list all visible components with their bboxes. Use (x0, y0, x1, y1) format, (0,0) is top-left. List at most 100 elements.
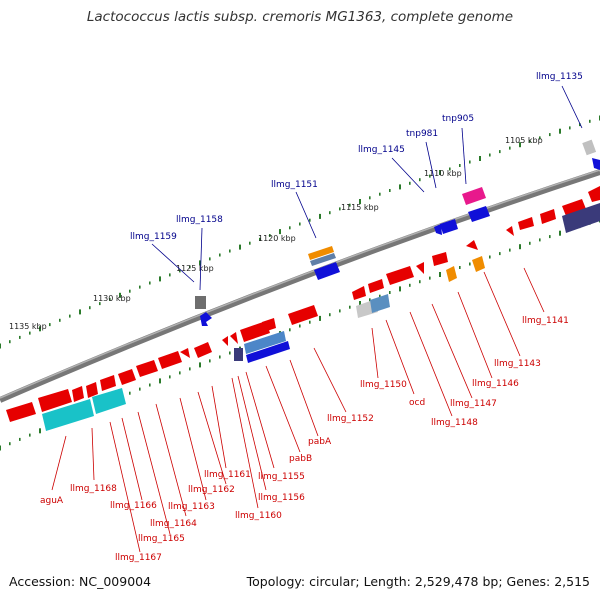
label-llmg_1161[interactable]: llmg_1161 (204, 470, 251, 480)
gene-steel-block[interactable] (370, 294, 390, 313)
tick-mark (519, 142, 521, 148)
label-llmg_1152[interactable]: llmg_1152 (327, 414, 374, 424)
label-llmg_1168[interactable]: llmg_1168 (70, 484, 117, 494)
tick-mark (39, 326, 41, 332)
gene-reverse-arrow[interactable] (562, 199, 586, 216)
label-ocd[interactable]: ocd (409, 398, 425, 408)
gene-llmg_1152[interactable] (288, 305, 318, 325)
tick-mark (0, 343, 1, 349)
gene-llmg_1167[interactable] (86, 382, 98, 398)
tick-mark (309, 218, 311, 222)
tick-mark (579, 123, 581, 127)
label-llmg_1147[interactable]: llmg_1147 (450, 399, 497, 409)
gene-llmg_1135[interactable] (582, 139, 597, 156)
tick-mark (359, 301, 361, 306)
gene-reverse-arrow[interactable] (588, 186, 600, 202)
callout-line (197, 391, 227, 485)
gene-reverse-arrow[interactable] (540, 209, 556, 224)
gene-aguA[interactable] (6, 402, 36, 422)
gene-llmg_1156[interactable] (222, 336, 228, 346)
label-llmg_1163[interactable]: llmg_1163 (168, 502, 215, 512)
callout-line (483, 271, 521, 357)
gene-llmg_1164[interactable] (136, 360, 158, 377)
callout-line (211, 385, 227, 469)
label-aguA[interactable]: aguA (40, 496, 64, 506)
label-pabB[interactable]: pabB (289, 454, 312, 464)
label-llmg_1156[interactable]: llmg_1156 (258, 493, 305, 503)
label-tnp981[interactable]: tnp981 (406, 129, 438, 139)
label-llmg_1146[interactable]: llmg_1146 (472, 379, 519, 389)
label-llmg_1143[interactable]: llmg_1143 (494, 359, 541, 369)
label-llmg_1148[interactable]: llmg_1148 (431, 418, 478, 428)
kbp-label: 1105 kbp (505, 136, 543, 145)
tick-mark (0, 445, 1, 451)
gene-blue-pair[interactable] (246, 341, 290, 363)
gene-llmg_1147[interactable] (446, 266, 457, 282)
gene-reverse-arrow[interactable] (38, 389, 72, 412)
gene-llmg_1159[interactable] (200, 312, 212, 326)
gene-cyan-block[interactable] (42, 399, 94, 431)
gene-navy-block[interactable] (562, 203, 600, 233)
gene-llmg_1145[interactable] (434, 224, 442, 235)
label-pabA[interactable]: pabA (308, 437, 332, 447)
gene-llmg_1160[interactable] (234, 348, 243, 361)
gene-ocd[interactable] (386, 266, 414, 285)
gene-llmg_1158[interactable] (195, 296, 206, 309)
gene-reverse-arrow[interactable] (368, 279, 384, 293)
label-llmg_1155[interactable]: llmg_1155 (258, 472, 305, 482)
label-llmg_1159[interactable]: llmg_1159 (130, 232, 177, 242)
gene-tnp905[interactable] (462, 187, 486, 205)
gene-pabA[interactable] (240, 321, 270, 342)
gene-reverse-arrow[interactable] (432, 252, 448, 266)
gene-reverse-arrow[interactable] (518, 217, 534, 230)
tick-mark (219, 355, 221, 359)
gene-forward-arrow[interactable] (314, 262, 340, 280)
label-llmg_1166[interactable]: llmg_1166 (110, 501, 157, 511)
label-llmg_1150[interactable]: llmg_1150 (360, 380, 407, 390)
label-llmg_1167[interactable]: llmg_1167 (115, 553, 162, 563)
label-llmg_1145[interactable]: llmg_1145 (358, 145, 405, 155)
gene-tnp981[interactable] (440, 219, 458, 234)
tick-mark (529, 241, 531, 245)
gene-forward-arrow[interactable] (592, 158, 600, 170)
label-tnp905[interactable]: tnp905 (442, 114, 474, 124)
label-llmg_1158[interactable]: llmg_1158 (176, 215, 223, 225)
gene-llmg_1146[interactable] (472, 256, 485, 272)
tick-mark (309, 320, 311, 324)
label-llmg_1162[interactable]: llmg_1162 (188, 485, 235, 495)
tick-mark (189, 367, 191, 371)
gene-llmg_1150[interactable] (352, 286, 366, 300)
gene-forward-arrow[interactable] (468, 206, 490, 222)
gene-llmg_1155[interactable] (230, 332, 238, 344)
tick-mark (549, 133, 551, 137)
gene-llmg_1143[interactable] (466, 240, 478, 250)
gene-llmg_1151[interactable] (308, 246, 334, 260)
gene-llmg_1151-b[interactable] (310, 253, 336, 266)
label-llmg_1151[interactable]: llmg_1151 (271, 180, 318, 190)
gene-llmg_1148[interactable] (416, 262, 424, 274)
gene-steel-pair[interactable] (244, 331, 286, 354)
gene-llmg_1162[interactable] (180, 348, 190, 358)
label-llmg_1135[interactable]: llmg_1135 (536, 72, 583, 82)
gene-llmg_1161[interactable] (194, 342, 212, 358)
gene-llmg_1165[interactable] (118, 369, 136, 385)
tick-mark (99, 302, 101, 306)
callout-line (313, 347, 347, 413)
tick-mark (349, 203, 351, 207)
label-llmg_1141[interactable]: llmg_1141 (522, 316, 569, 326)
label-llmg_1165[interactable]: llmg_1165 (138, 534, 185, 544)
gene-llmg_1163[interactable] (158, 351, 182, 369)
callout-line (137, 411, 171, 535)
label-llmg_1160[interactable]: llmg_1160 (235, 511, 282, 521)
gene-llmg_1166[interactable] (100, 375, 116, 391)
tick-mark (159, 378, 161, 384)
callout-line (199, 227, 203, 291)
gene-cyan-block[interactable] (92, 388, 126, 414)
kbp-label: 1135 kbp (9, 322, 47, 331)
tick-mark (179, 371, 181, 375)
gene-llmg_1168[interactable] (72, 386, 84, 402)
gene-pabB[interactable] (262, 318, 276, 332)
gene-llmg_1141[interactable] (506, 226, 514, 236)
tick-mark (169, 375, 171, 379)
label-llmg_1164[interactable]: llmg_1164 (150, 519, 197, 529)
